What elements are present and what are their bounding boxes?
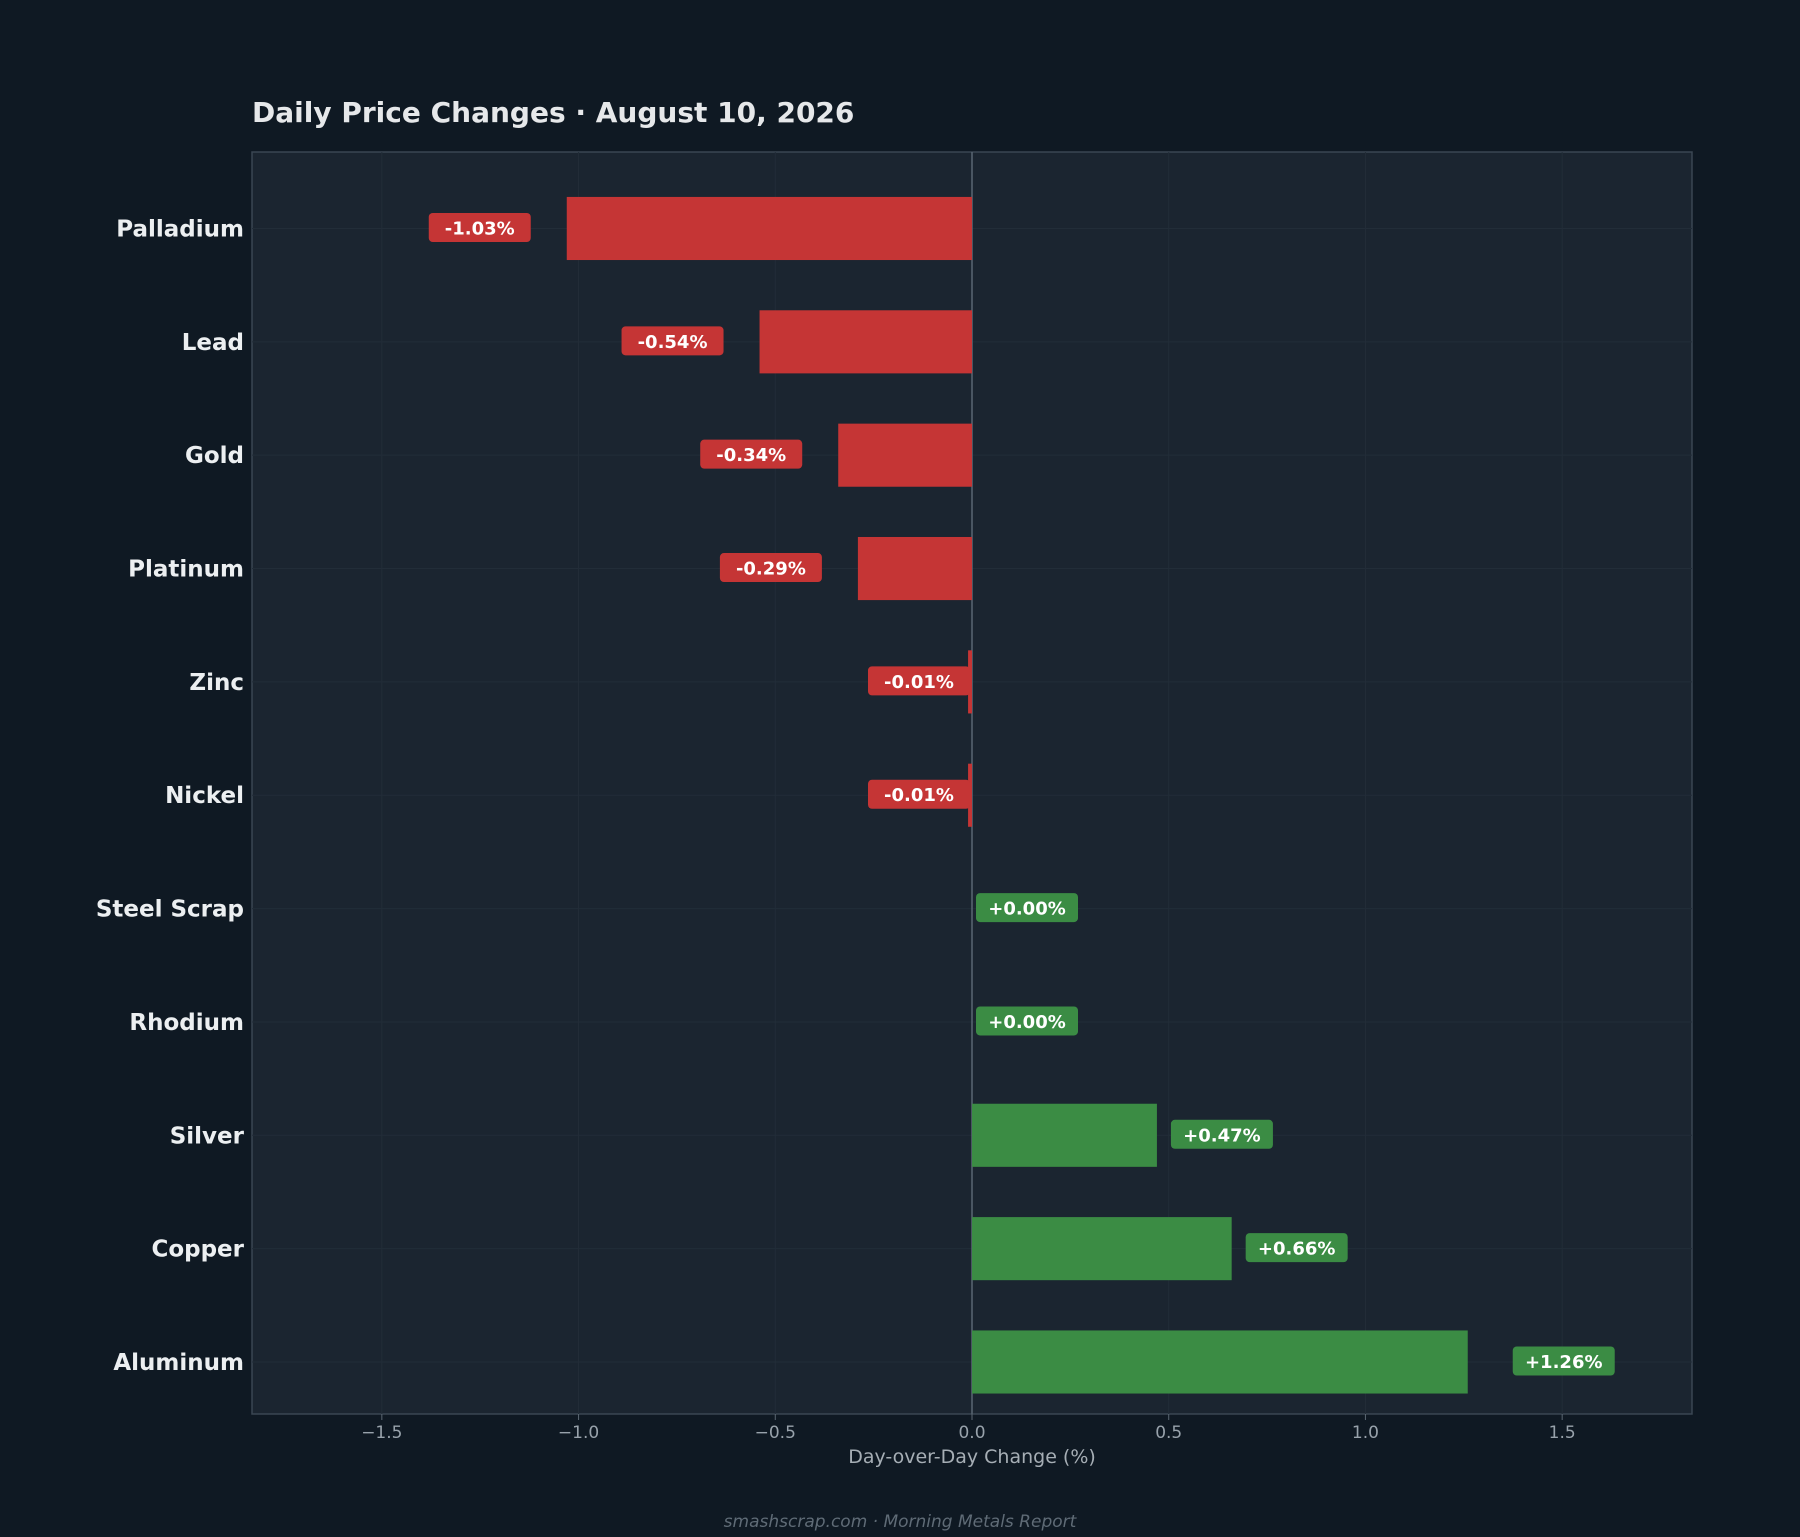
data-label: -0.54% [638,332,708,353]
data-label-box [868,779,970,809]
category-label: Rhodium [129,1010,244,1036]
x-tick-label: 0.5 [1155,1423,1182,1443]
category-label: Nickel [165,783,244,809]
category-label: Zinc [189,670,244,696]
x-tick-label: −0.5 [755,1423,796,1443]
data-label: -0.01% [884,785,954,806]
x-axis-label: Day-over-Day Change (%) [848,1446,1096,1468]
x-ticks-group: −1.5 −1.0 −0.5 0.0 0.5 1.0 1.5 [361,1414,1576,1443]
x-tick-label: −1.5 [361,1423,402,1443]
data-label-box [1170,1119,1273,1149]
data-label-box [976,1006,1078,1036]
data-label: -0.29% [736,559,806,580]
bars-group [566,196,1468,1394]
category-label: Palladium [116,216,244,242]
bar [968,650,972,714]
data-label: -1.03% [445,218,515,239]
data-label: -0.34% [716,445,786,466]
bar [838,423,972,487]
data-label-box [700,439,803,469]
category-label: Aluminum [113,1350,244,1376]
bar [972,1103,1157,1167]
category-label: Copper [151,1237,244,1263]
bar [566,196,972,261]
category-label: Lead [182,330,244,356]
bar [968,763,972,827]
data-label: +0.47% [1183,1125,1261,1146]
x-tick-label: 0.0 [958,1423,985,1443]
category-labels-group: Palladium Lead Gold Platinum Zinc Nickel Steel… [96,216,245,1376]
category-label: Gold [185,443,244,469]
data-label-box [1512,1346,1615,1376]
category-label: Silver [170,1123,245,1149]
bar [857,536,972,601]
data-label-box [868,666,970,696]
data-label-box [1245,1233,1348,1263]
x-tick-label: 1.5 [1549,1423,1576,1443]
data-label-box [428,212,531,242]
footer-credit: smashscrap.com · Morning Metals Report [724,1512,1078,1532]
data-label: +0.00% [988,1012,1066,1033]
category-label: Steel Scrap [96,897,244,923]
data-label-box [621,326,724,356]
x-tick-label: −1.0 [558,1423,599,1443]
data-label-box [976,893,1078,923]
bar [972,1217,1232,1281]
data-label: +0.00% [988,899,1066,920]
chart-title: Daily Price Changes · August 10, 2026 [252,96,854,129]
data-label: +1.26% [1525,1352,1603,1373]
data-labels-group: -1.03% -0.54% -0.34% -0.29% -0.01% -0.01% +0.0… [428,212,1615,1376]
data-label: +0.66% [1258,1239,1336,1260]
data-label-box [719,553,822,583]
category-label: Platinum [128,557,244,583]
data-label: -0.01% [884,672,954,693]
bar [759,310,972,374]
x-tick-label: 1.0 [1352,1423,1379,1443]
bar [972,1330,1468,1394]
